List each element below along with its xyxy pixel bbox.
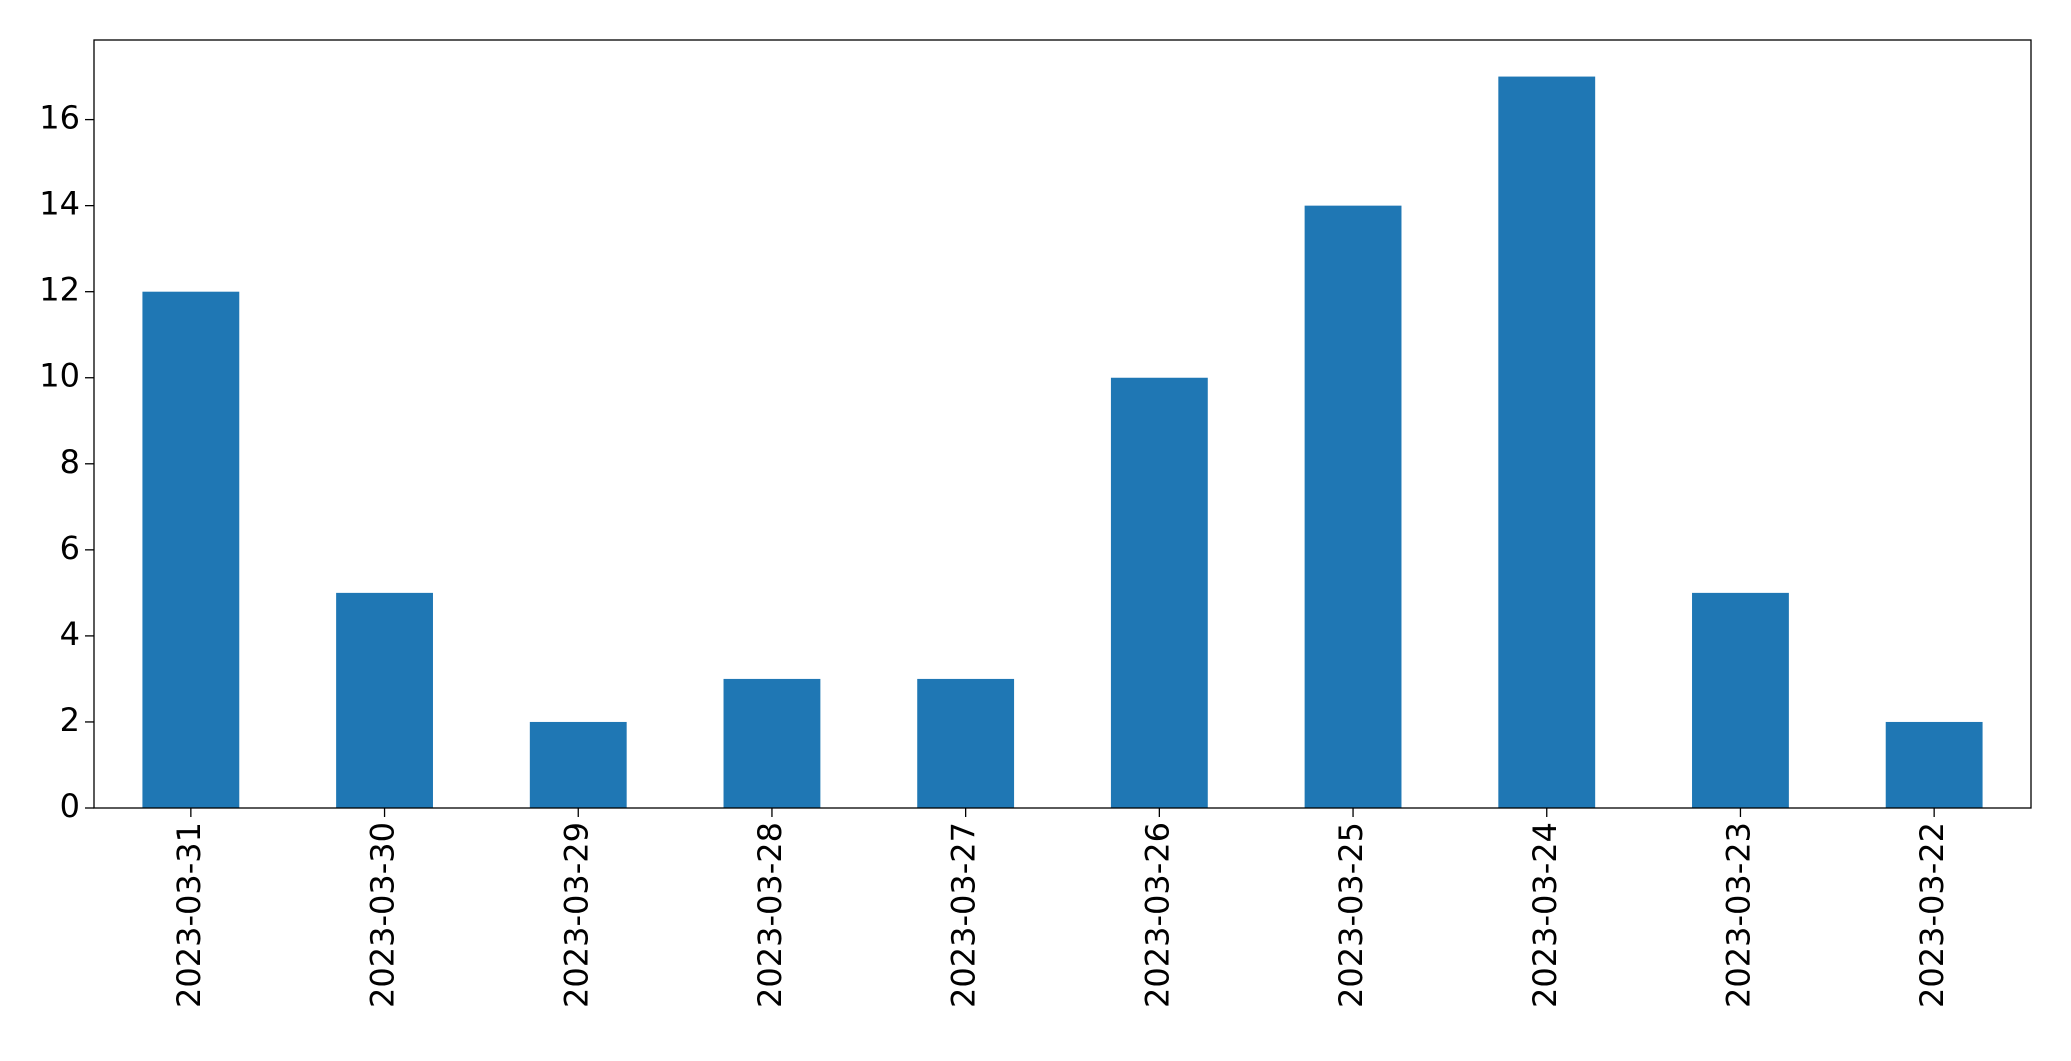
y-tick-label: 14 bbox=[39, 185, 80, 223]
y-tick-label: 16 bbox=[39, 99, 80, 137]
y-tick-label: 8 bbox=[60, 443, 80, 481]
y-tick-label: 4 bbox=[60, 615, 80, 653]
bar bbox=[1304, 205, 1402, 808]
x-tick-label: 2023-03-27 bbox=[945, 822, 983, 1008]
bar bbox=[917, 678, 1015, 808]
x-tick-label: 2023-03-26 bbox=[1138, 822, 1176, 1008]
plot-frame bbox=[93, 39, 2032, 809]
bar bbox=[1110, 377, 1208, 808]
x-tick-label: 2023-03-22 bbox=[1913, 822, 1951, 1008]
x-tick-label: 2023-03-29 bbox=[557, 822, 595, 1008]
y-tick-label: 10 bbox=[39, 357, 80, 395]
y-tick-label: 6 bbox=[60, 529, 80, 567]
y-tick-label: 0 bbox=[60, 787, 80, 825]
x-tick-label: 2023-03-31 bbox=[170, 822, 208, 1008]
bar bbox=[142, 291, 240, 808]
bar bbox=[1885, 721, 1983, 808]
bar bbox=[723, 678, 821, 808]
bar bbox=[336, 592, 433, 808]
bar bbox=[529, 721, 627, 808]
x-tick-label: 2023-03-23 bbox=[1719, 822, 1757, 1008]
y-tick-label: 12 bbox=[39, 271, 80, 309]
bar bbox=[1692, 592, 1789, 808]
x-tick-label: 2023-03-28 bbox=[751, 822, 789, 1008]
x-tick-label: 2023-03-25 bbox=[1332, 822, 1370, 1008]
x-tick-label: 2023-03-24 bbox=[1526, 822, 1564, 1008]
y-tick-label: 2 bbox=[60, 701, 80, 739]
x-tick-label: 2023-03-30 bbox=[364, 822, 402, 1008]
bar bbox=[1498, 76, 1596, 809]
